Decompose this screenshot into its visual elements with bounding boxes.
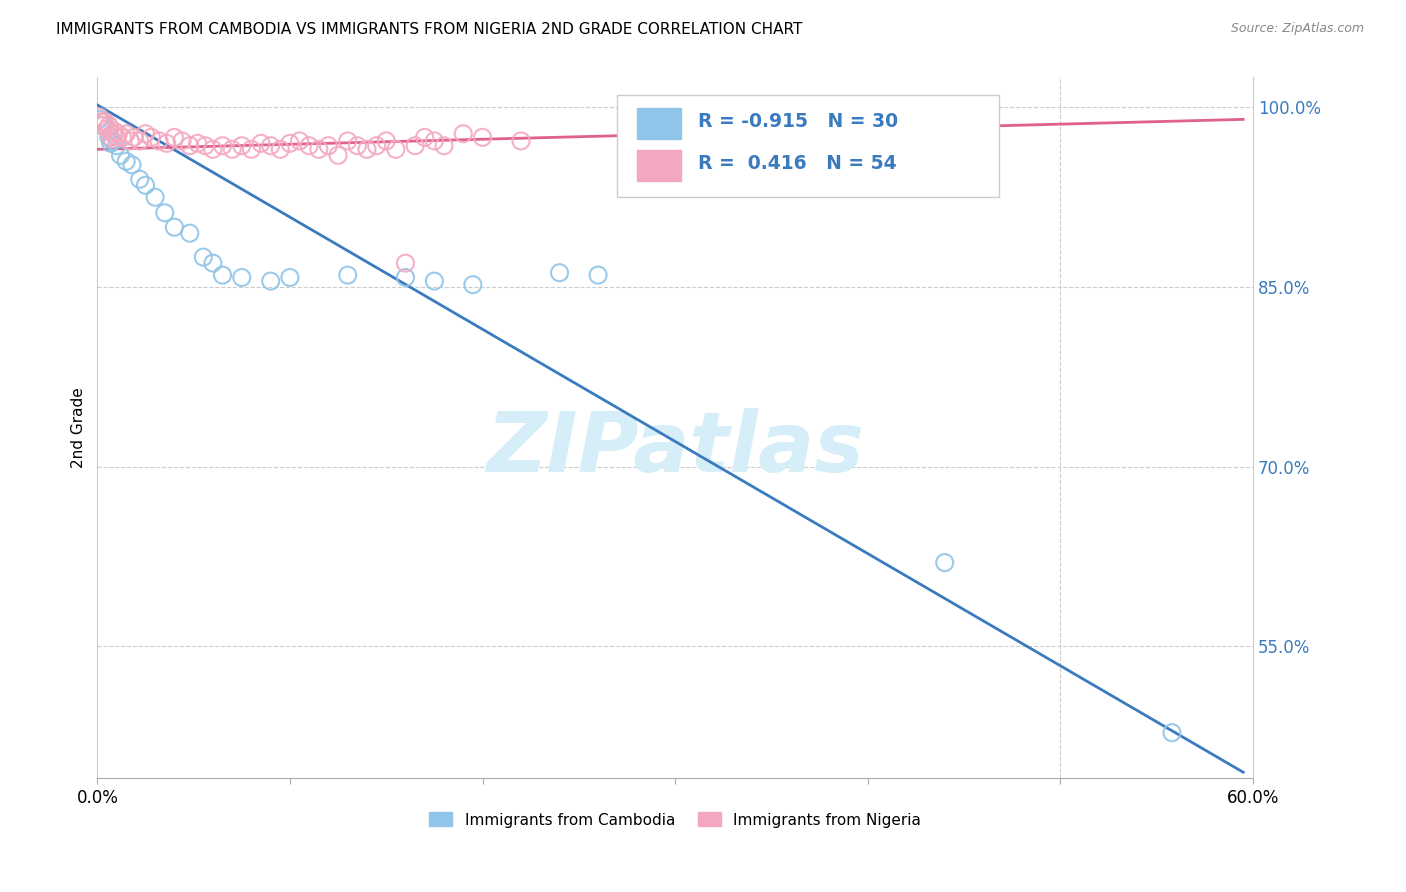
Point (194, 138, 217, 153)
Point (211, 268, 233, 282)
Point (346, 138, 368, 153)
Point (451, 127, 474, 141)
Point (201, 256, 224, 270)
Point (101, 127, 124, 141)
Point (107, 127, 129, 141)
Text: IMMIGRANTS FROM CAMBODIA VS IMMIGRANTS FROM NIGERIA 2ND GRADE CORRELATION CHART: IMMIGRANTS FROM CAMBODIA VS IMMIGRANTS F… (56, 22, 803, 37)
Point (91, 119, 114, 133)
Point (413, 130, 436, 145)
Point (121, 158, 143, 172)
Point (128, 134, 150, 148)
Point (110, 148, 132, 162)
Point (186, 136, 208, 151)
Point (260, 138, 283, 153)
Y-axis label: 2nd Grade: 2nd Grade (72, 387, 86, 468)
Point (336, 134, 359, 148)
Point (179, 138, 201, 153)
Point (510, 134, 533, 148)
Point (336, 268, 359, 282)
Point (89, 110, 111, 124)
Bar (637, 108, 681, 139)
Point (105, 138, 128, 153)
Point (141, 130, 163, 145)
Point (89, 112, 111, 127)
Point (260, 274, 283, 288)
Point (1161, 725, 1184, 739)
Bar (637, 150, 681, 181)
Point (288, 134, 311, 148)
Point (433, 138, 456, 153)
FancyBboxPatch shape (617, 95, 998, 196)
Point (100, 136, 122, 151)
Point (298, 138, 321, 153)
Point (326, 148, 349, 162)
Point (134, 178, 156, 193)
Point (193, 250, 215, 264)
Point (221, 142, 243, 156)
Point (100, 130, 122, 145)
Point (115, 127, 138, 141)
Point (134, 127, 156, 141)
Point (163, 220, 186, 235)
Point (90, 119, 112, 133)
Point (269, 142, 291, 156)
Point (548, 266, 571, 280)
Point (356, 142, 378, 156)
Point (471, 130, 494, 145)
Point (94, 115, 117, 129)
Point (394, 270, 416, 285)
Point (120, 134, 142, 148)
Point (318, 138, 340, 153)
Point (90, 115, 112, 129)
Point (250, 136, 273, 151)
Point (423, 274, 446, 288)
Point (96, 122, 118, 136)
Point (231, 270, 253, 285)
Point (366, 138, 388, 153)
Point (163, 130, 186, 145)
Point (156, 136, 179, 151)
Point (105, 130, 128, 145)
Point (201, 142, 224, 156)
Point (375, 134, 398, 148)
Point (404, 138, 426, 153)
Point (111, 130, 134, 145)
Point (278, 136, 301, 151)
Point (97, 119, 120, 133)
Point (385, 142, 408, 156)
Point (664, 127, 686, 141)
Text: Source: ZipAtlas.com: Source: ZipAtlas.com (1230, 22, 1364, 36)
Point (115, 154, 138, 169)
Point (97, 130, 120, 145)
Point (179, 226, 201, 240)
Point (101, 134, 124, 148)
Point (423, 134, 446, 148)
Point (122, 130, 145, 145)
Point (148, 134, 170, 148)
Text: R =  0.416   N = 54: R = 0.416 N = 54 (699, 154, 897, 173)
Point (278, 270, 301, 285)
Point (308, 142, 330, 156)
Point (104, 124, 127, 138)
Point (128, 172, 150, 186)
Point (172, 134, 194, 148)
Point (143, 190, 166, 204)
Point (934, 556, 956, 570)
Point (586, 268, 609, 282)
Legend: Immigrants from Cambodia, Immigrants from Nigeria: Immigrants from Cambodia, Immigrants fro… (423, 806, 927, 834)
Point (461, 277, 484, 292)
Point (240, 142, 263, 156)
Text: R = -0.915   N = 30: R = -0.915 N = 30 (699, 112, 898, 131)
Text: ZIPatlas: ZIPatlas (486, 409, 865, 490)
Point (394, 256, 416, 270)
Point (153, 206, 176, 220)
Point (231, 138, 253, 153)
Point (211, 138, 233, 153)
Point (91, 115, 114, 129)
